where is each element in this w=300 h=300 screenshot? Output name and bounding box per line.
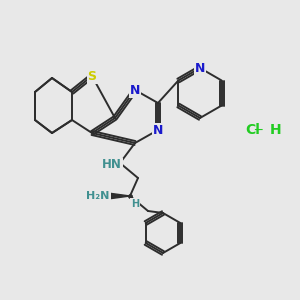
- Text: N: N: [130, 83, 140, 97]
- Text: ─: ─: [254, 124, 262, 136]
- Text: H: H: [270, 123, 282, 137]
- Text: HN: HN: [102, 158, 122, 172]
- Text: N: N: [153, 124, 163, 136]
- Text: N: N: [195, 61, 205, 74]
- Polygon shape: [108, 193, 130, 199]
- Text: H: H: [131, 199, 139, 209]
- Text: Cl: Cl: [245, 123, 260, 137]
- Text: H₂N: H₂N: [86, 191, 110, 201]
- Text: S: S: [88, 70, 97, 83]
